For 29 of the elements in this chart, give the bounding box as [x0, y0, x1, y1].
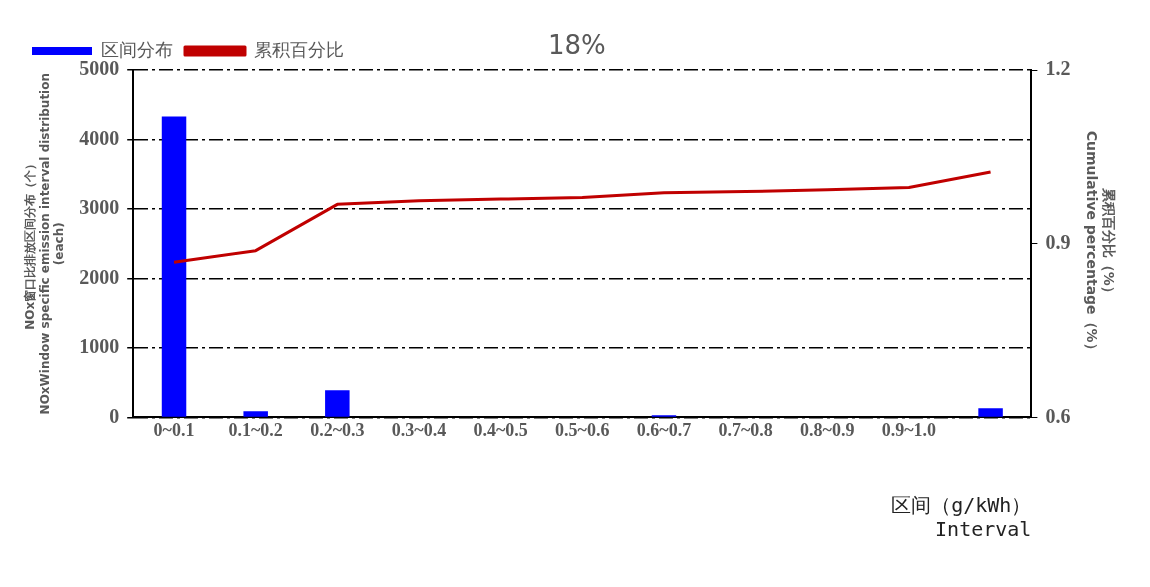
x-tick-label: 0.1~0.2: [228, 419, 283, 440]
y-tick-label: 4000: [79, 126, 120, 149]
y2-tick-label: 0.6: [1045, 404, 1071, 427]
x-tick-label: 0.8~0.9: [800, 419, 855, 440]
x-tick-label: 0.7~0.8: [718, 419, 773, 440]
bar: [325, 390, 350, 417]
x-tick-label: 0.6~0.7: [636, 419, 692, 440]
bar: [161, 116, 187, 417]
x-tick-label: 0~0.1: [153, 419, 195, 440]
y-tick-label: 1000: [79, 335, 120, 358]
text: 18%: [548, 30, 606, 60]
x-tick-label: 0.9~1.0: [881, 419, 937, 440]
legend-label: 累积百分比: [254, 38, 344, 60]
legend-label: 区间分布: [101, 38, 173, 60]
y-tick-label: 5000: [79, 57, 120, 80]
y2-tick-label: 1.2: [1045, 57, 1071, 80]
y-tick-label: 0: [109, 404, 120, 427]
x-tick-label: 0.2~0.3: [310, 419, 365, 440]
bar: [243, 411, 268, 417]
x-tick-label: 0.4~0.5: [473, 419, 528, 440]
y2-axis-title: 累积百分比（%） Cumulative percentage（%）: [1084, 130, 1117, 357]
x-tick-label: 0.5~0.6: [555, 419, 610, 440]
bar: [978, 408, 1003, 417]
y-tick-label: 3000: [79, 196, 120, 219]
x-tick-label: 0.3~0.4: [391, 419, 447, 440]
x-axis-title: 区间（g/kWh） Interval: [891, 493, 1032, 542]
y-tick-label: 2000: [79, 265, 120, 288]
y-axis-title: NOx窗口比排放区间分布（个） NOxWindow specific emission interval distribution (each): [23, 72, 67, 415]
y2-tick-label: 0.9: [1045, 230, 1071, 253]
